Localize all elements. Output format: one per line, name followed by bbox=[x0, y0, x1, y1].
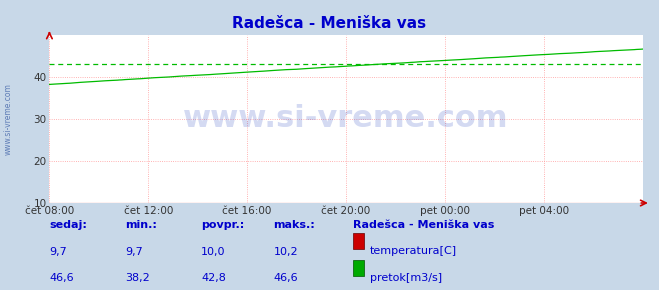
Text: pretok[m3/s]: pretok[m3/s] bbox=[370, 273, 442, 282]
Text: temperatura[C]: temperatura[C] bbox=[370, 246, 457, 256]
Text: povpr.:: povpr.: bbox=[201, 220, 244, 230]
Text: 46,6: 46,6 bbox=[49, 273, 74, 282]
Text: 42,8: 42,8 bbox=[201, 273, 226, 282]
Text: 10,2: 10,2 bbox=[273, 246, 298, 256]
Text: min.:: min.: bbox=[125, 220, 157, 230]
Text: sedaj:: sedaj: bbox=[49, 220, 87, 230]
Text: Radešca - Meniška vas: Radešca - Meniška vas bbox=[233, 16, 426, 31]
Text: 9,7: 9,7 bbox=[125, 246, 143, 256]
Text: www.si-vreme.com: www.si-vreme.com bbox=[3, 83, 13, 155]
Text: 9,7: 9,7 bbox=[49, 246, 67, 256]
Text: 10,0: 10,0 bbox=[201, 246, 225, 256]
Text: 46,6: 46,6 bbox=[273, 273, 298, 282]
Text: 38,2: 38,2 bbox=[125, 273, 150, 282]
Text: maks.:: maks.: bbox=[273, 220, 315, 230]
Text: www.si-vreme.com: www.si-vreme.com bbox=[183, 104, 509, 133]
Text: Radešca - Meniška vas: Radešca - Meniška vas bbox=[353, 220, 494, 230]
